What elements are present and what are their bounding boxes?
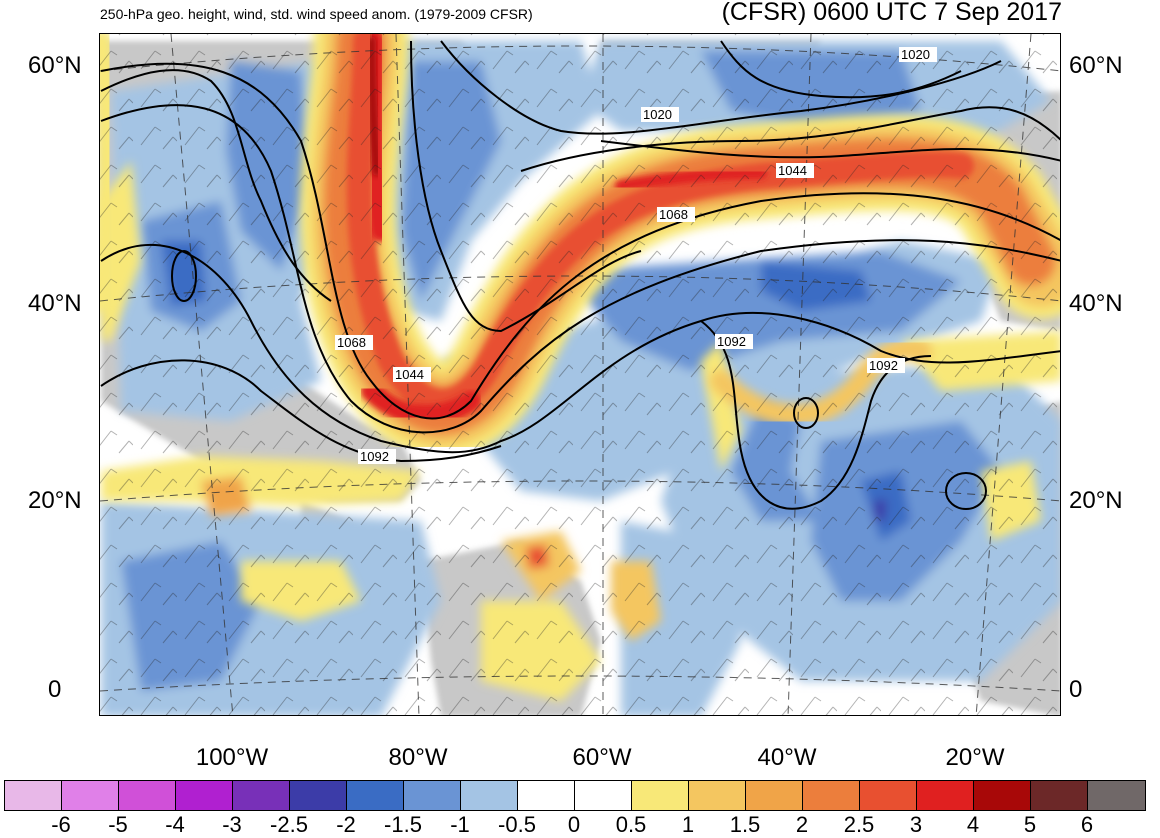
colorbar-tick-label: -2 (336, 812, 356, 837)
map-title: (CFSR) 0600 UTC 7 Sep 2017 (721, 0, 1062, 26)
lon-label-80w: 80°W (388, 744, 448, 771)
contour-label-1068a: 1068 (659, 207, 688, 222)
colorbar-box (404, 781, 461, 810)
colorbar-tick-label: 0.5 (615, 812, 647, 837)
colorbar-box (632, 781, 689, 810)
contour-label-1020a: 1020 (643, 107, 672, 122)
colorbar-tick-label: 2.5 (843, 812, 875, 837)
contour-label-1092c: 1092 (869, 358, 898, 373)
lat-label-60n-left: 60°N (28, 52, 82, 79)
contour-label-1068b: 1068 (337, 335, 366, 350)
colorbar-tick-label: -6 (51, 812, 71, 837)
colorbar-box (5, 781, 62, 810)
colorbar-tick-label: 0 (567, 812, 581, 837)
colorbar-box (1088, 781, 1145, 810)
contour-label-1092a: 1092 (360, 449, 389, 464)
colorbar-box (176, 781, 233, 810)
colorbar-tick-label: -1.5 (384, 812, 422, 837)
colorbar-tick-label: 5 (1023, 812, 1037, 837)
weather-map: 1020 1020 1044 1068 1068 1044 1092 1092 … (99, 33, 1061, 716)
lon-label-60w: 60°W (572, 744, 632, 771)
colorbar-box (746, 781, 803, 810)
lat-label-0-left: 0 (48, 676, 62, 703)
colorbar-box (803, 781, 860, 810)
lat-label-40n-left: 40°N (28, 290, 82, 317)
colorbar-box (233, 781, 290, 810)
contour-label-1044b: 1044 (395, 367, 424, 382)
height-contours (100, 40, 1060, 510)
lat-label-20n-left: 20°N (28, 487, 82, 514)
colorbar-tick-label: 6 (1080, 812, 1094, 837)
colorbar (4, 780, 1146, 811)
colorbar-box (1031, 781, 1088, 810)
contour-label-1092b: 1092 (717, 334, 746, 349)
contour-label-1044a: 1044 (778, 163, 807, 178)
colorbar-box (290, 781, 347, 810)
colorbar-tick-label: -1 (450, 812, 470, 837)
lat-label-0-right: 0 (1069, 676, 1083, 703)
colorbar-box (689, 781, 746, 810)
colorbar-tick-label: -5 (108, 812, 128, 837)
wind-barbs (100, 34, 1060, 715)
lat-label-20n-right: 20°N (1069, 487, 1123, 514)
colorbar-box (62, 781, 119, 810)
lon-label-40w: 40°W (757, 744, 817, 771)
colorbar-tick-label: 2 (795, 812, 809, 837)
colorbar-tick-label: 1.5 (729, 812, 761, 837)
colorbar-box (518, 781, 575, 810)
colorbar-box (974, 781, 1031, 810)
colorbar-tick-label: 3 (909, 812, 923, 837)
contour-labels: 1020 1020 1044 1068 1068 1044 1092 1092 … (335, 47, 937, 464)
map-canvas: 1020 1020 1044 1068 1068 1044 1092 1092 … (100, 34, 1060, 715)
map-subtitle: 250-hPa geo. height, wind, std. wind spe… (100, 6, 533, 22)
colorbar-tick-label: 1 (681, 812, 695, 837)
lat-label-60n-right: 60°N (1069, 52, 1123, 79)
colorbar-tick-label: -4 (165, 812, 185, 837)
colorbar-tick-label: -2.5 (270, 812, 308, 837)
colorbar-box (917, 781, 974, 810)
lon-label-100w: 100°W (195, 744, 269, 771)
colorbar-tick-label: -0.5 (498, 812, 536, 837)
lat-label-40n-right: 40°N (1069, 290, 1123, 317)
colorbar-tick-label: 4 (966, 812, 980, 837)
colorbar-box (347, 781, 404, 810)
colorbar-box (860, 781, 917, 810)
colorbar-box (575, 781, 632, 810)
colorbar-box (461, 781, 518, 810)
lon-label-20w: 20°W (945, 744, 1005, 771)
colorbar-tick-label: -3 (222, 812, 242, 837)
colorbar-box (119, 781, 176, 810)
contour-label-1020b: 1020 (901, 47, 930, 62)
